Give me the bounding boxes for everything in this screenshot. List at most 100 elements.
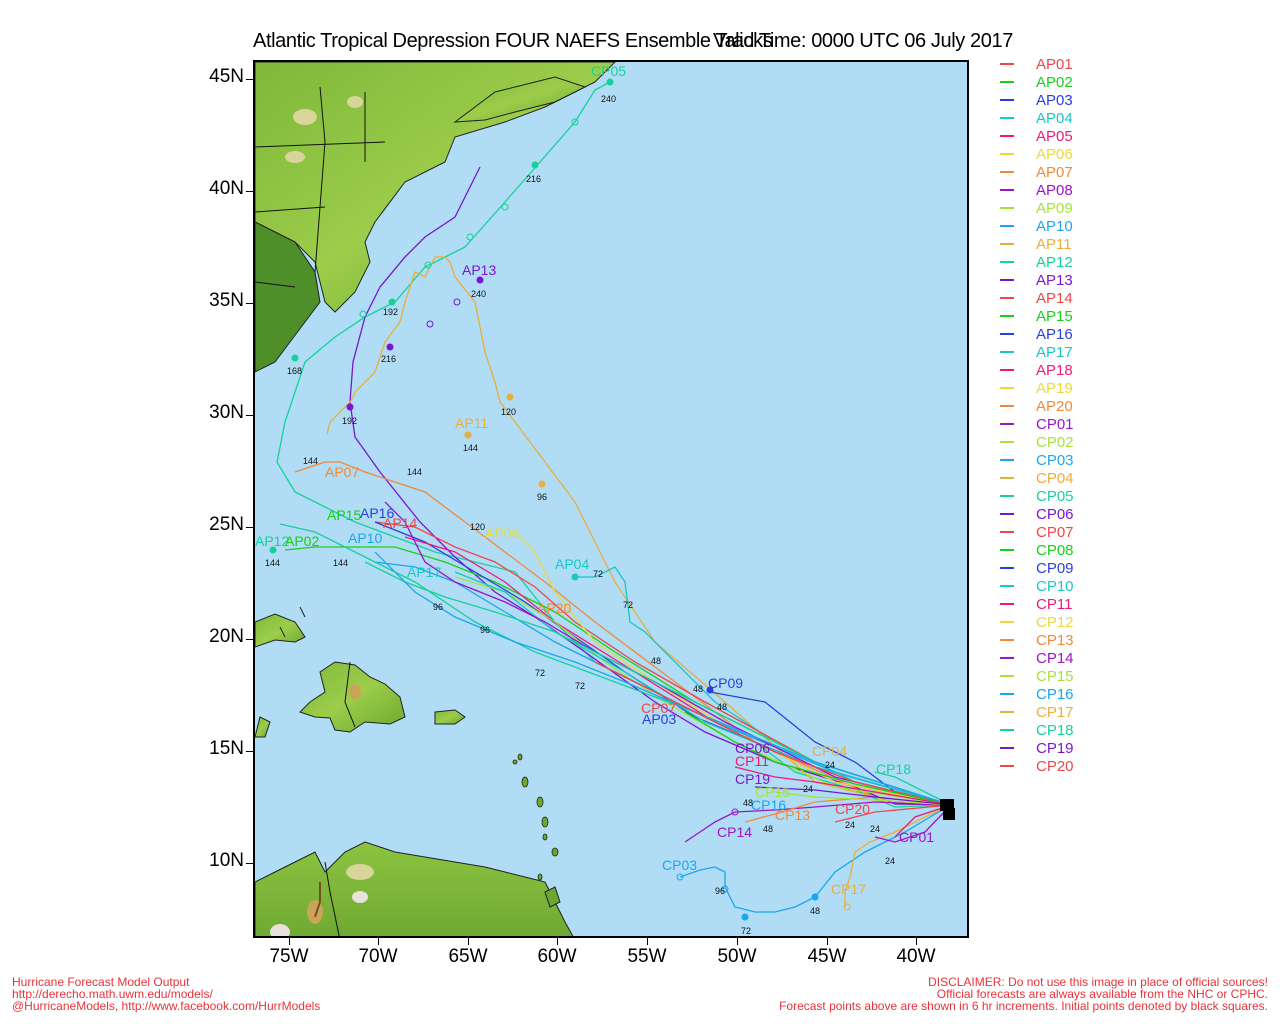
legend-item: CP12	[1000, 613, 1074, 631]
footer-link-website[interactable]: http://derecho.math.uwm.edu/models/	[12, 987, 213, 1001]
x-tick	[647, 938, 648, 945]
track-label: CP15	[755, 784, 790, 800]
legend-line	[1000, 243, 1014, 245]
hour-label: 144	[463, 443, 478, 453]
legend-label: AP14	[1036, 289, 1073, 307]
x-tick	[468, 938, 469, 945]
y-tick	[246, 751, 253, 752]
track-label: CP20	[835, 801, 870, 817]
y-tick	[246, 303, 253, 304]
legend-line	[1000, 99, 1014, 101]
hour-label: 96	[480, 625, 490, 635]
legend-line	[1000, 747, 1014, 749]
disclaimer-line: Official forecasts are always available …	[936, 987, 1268, 1001]
legend-label: CP17	[1036, 703, 1074, 721]
hour-labels: 240 216 192 240 216 168 192 144 144 120 …	[265, 94, 895, 936]
legend-line	[1000, 711, 1014, 713]
legend-item: AP13	[1000, 271, 1074, 289]
legend-label: CP13	[1036, 631, 1074, 649]
legend-line	[1000, 495, 1014, 497]
legend-item: CP11	[1000, 595, 1074, 613]
hour-label: 96	[537, 492, 547, 502]
track-label: CP16	[751, 797, 786, 813]
legend-label: CP04	[1036, 469, 1074, 487]
legend-item: AP14	[1000, 289, 1074, 307]
legend-item: CP10	[1000, 577, 1074, 595]
track-label: CP07	[641, 700, 676, 716]
legend-item: CP04	[1000, 469, 1074, 487]
hour-label: 216	[381, 354, 396, 364]
legend-label: CP02	[1036, 433, 1074, 451]
legend-item: CP20	[1000, 757, 1074, 775]
legend-item: AP20	[1000, 397, 1074, 415]
legend-line	[1000, 459, 1014, 461]
x-tick	[289, 938, 290, 945]
track-label: CP09	[708, 675, 743, 691]
legend-label: CP12	[1036, 613, 1074, 631]
hour-label: 240	[471, 289, 486, 299]
hour-label: 96	[433, 602, 443, 612]
legend-item: AP04	[1000, 109, 1074, 127]
legend-item: AP17	[1000, 343, 1074, 361]
legend-item: CP19	[1000, 739, 1074, 757]
track-label: CP01	[899, 829, 934, 845]
legend-line	[1000, 603, 1014, 605]
legend-label: AP15	[1036, 307, 1073, 325]
x-tick	[916, 938, 917, 945]
footer-link-social[interactable]: @HurricaneModels, http://www.facebook.co…	[12, 999, 321, 1013]
legend-line	[1000, 675, 1014, 677]
hour-label: 96	[715, 886, 725, 896]
legend-item: CP06	[1000, 505, 1074, 523]
ensemble-tracks	[276, 81, 952, 913]
track-label: CP11	[735, 753, 769, 769]
legend: AP01 AP02 AP03 AP04 AP05 AP06 AP07 AP08 …	[1000, 55, 1074, 775]
legend-item: CP15	[1000, 667, 1074, 685]
legend-item: CP02	[1000, 433, 1074, 451]
legend-label: CP03	[1036, 451, 1074, 469]
track-label: AP14	[383, 515, 417, 531]
legend-item: CP13	[1000, 631, 1074, 649]
legend-item: CP08	[1000, 541, 1074, 559]
title-left: Atlantic Tropical Depression FOUR NAEFS …	[253, 30, 773, 52]
legend-label: AP19	[1036, 379, 1073, 397]
hour-label: 24	[845, 820, 855, 830]
legend-label: CP16	[1036, 685, 1074, 703]
x-tick	[378, 938, 379, 945]
legend-label: CP19	[1036, 739, 1074, 757]
track-label: CP06	[735, 740, 770, 756]
hour-label: 72	[575, 681, 585, 691]
y-tick	[246, 79, 253, 80]
legend-line	[1000, 693, 1014, 695]
legend-label: CP14	[1036, 649, 1074, 667]
legend-item: AP07	[1000, 163, 1074, 181]
y-tick	[246, 527, 253, 528]
y-label: 10N	[209, 850, 244, 871]
track-label: CP17	[831, 881, 866, 897]
hour-label: 72	[535, 668, 545, 678]
legend-line	[1000, 531, 1014, 533]
footer-disclaimer: DISCLAIMER: Do not use this image in pla…	[779, 976, 1268, 1012]
legend-item: AP12	[1000, 253, 1074, 271]
legend-line	[1000, 549, 1014, 551]
legend-label: CP10	[1036, 577, 1074, 595]
legend-label: AP16	[1036, 325, 1073, 343]
legend-line	[1000, 171, 1014, 173]
legend-label: AP18	[1036, 361, 1073, 379]
legend-line	[1000, 207, 1014, 209]
x-label: 45W	[807, 946, 847, 967]
legend-item: CP01	[1000, 415, 1074, 433]
legend-label: AP09	[1036, 199, 1073, 217]
legend-label: AP04	[1036, 109, 1073, 127]
y-label: 25N	[209, 514, 244, 535]
hour-label: 72	[593, 569, 603, 579]
track-label: AP20	[537, 600, 571, 616]
hour-label: 48	[693, 684, 703, 694]
legend-label: AP07	[1036, 163, 1073, 181]
map-panel[interactable]: CP05 AP13 AP11 AP07 AP15 AP16 AP14 AP12 …	[253, 60, 969, 938]
y-tick	[246, 639, 253, 640]
legend-item: AP16	[1000, 325, 1074, 343]
legend-item: AP03	[1000, 91, 1074, 109]
x-label: 55W	[627, 946, 667, 967]
hour-label: 144	[407, 467, 422, 477]
legend-line	[1000, 315, 1014, 317]
